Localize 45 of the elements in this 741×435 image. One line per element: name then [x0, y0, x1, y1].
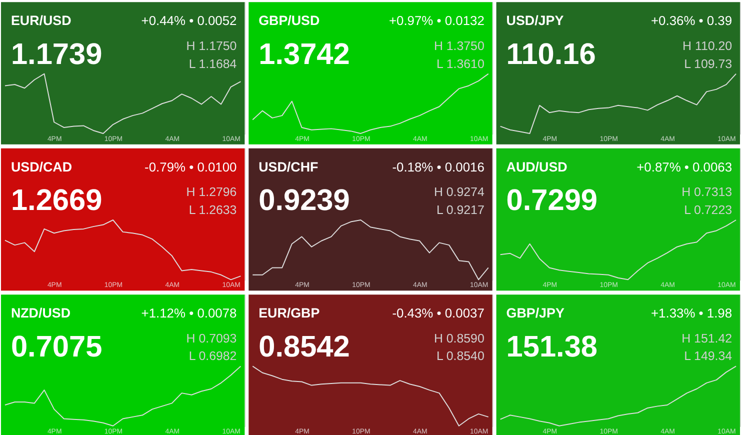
- text: L 1.1684: [188, 56, 237, 71]
- text: L 0.9217: [436, 203, 484, 218]
- text: L 0.6982: [188, 349, 237, 364]
- text: +0.87% • 0.0063: [636, 159, 732, 174]
- chart-title: GBP/USD: [258, 13, 320, 28]
- text: +0.97% • 0.0132: [388, 13, 484, 28]
- chart-title: EUR/USD: [10, 13, 72, 28]
- chart-title: USD/CAD: [10, 159, 72, 174]
- text: -0.43% • 0.0037: [392, 305, 484, 320]
- chart-subtitle: 110.16: [506, 38, 596, 71]
- chart-subtitle: 1.2669: [10, 184, 102, 218]
- text: H 1.2796: [186, 185, 237, 200]
- text: H 0.7313: [682, 185, 732, 200]
- chart-title: USD/CHF: [258, 159, 318, 174]
- chart-subtitle: 0.7075: [10, 330, 102, 364]
- chart-title: GBP/JPY: [506, 305, 564, 320]
- text: +0.36% • 0.39: [651, 13, 732, 28]
- text: H 1.3750: [434, 38, 484, 53]
- text: -0.79% • 0.0100: [144, 159, 237, 174]
- chart-subtitle: 0.9239: [258, 184, 350, 218]
- text: L 109.73: [684, 56, 732, 71]
- text: H 110.20: [682, 38, 732, 53]
- chart-subtitle: 1.3742: [258, 38, 350, 71]
- chart-subtitle: 0.8542: [258, 330, 350, 364]
- text: L 0.8540: [436, 349, 484, 364]
- text: +1.12% • 0.0078: [141, 305, 237, 320]
- text: -0.18% • 0.0016: [392, 159, 484, 174]
- text: L 1.2633: [188, 203, 237, 218]
- chart-title: USD/JPY: [506, 13, 564, 28]
- text: H 0.8590: [434, 331, 484, 346]
- text: H 0.7093: [186, 331, 237, 346]
- chart-subtitle: 1.1739: [10, 38, 102, 71]
- text: L 0.7223: [684, 203, 732, 218]
- chart-title: NZD/USD: [10, 305, 71, 320]
- chart-title: EUR/GBP: [258, 305, 320, 320]
- text: H 0.9274: [434, 185, 484, 200]
- text: H 151.42: [682, 331, 732, 346]
- chart-title: AUD/USD: [506, 159, 568, 174]
- text: L 149.34: [684, 349, 732, 364]
- text: +1.33% • 1.98: [651, 305, 732, 320]
- chart-subtitle: 0.7299: [506, 184, 598, 218]
- text: H 1.1750: [186, 38, 237, 53]
- text: L 1.3610: [436, 56, 484, 71]
- text: +0.44% • 0.0052: [141, 13, 237, 28]
- chart-subtitle: 151.38: [506, 330, 598, 364]
